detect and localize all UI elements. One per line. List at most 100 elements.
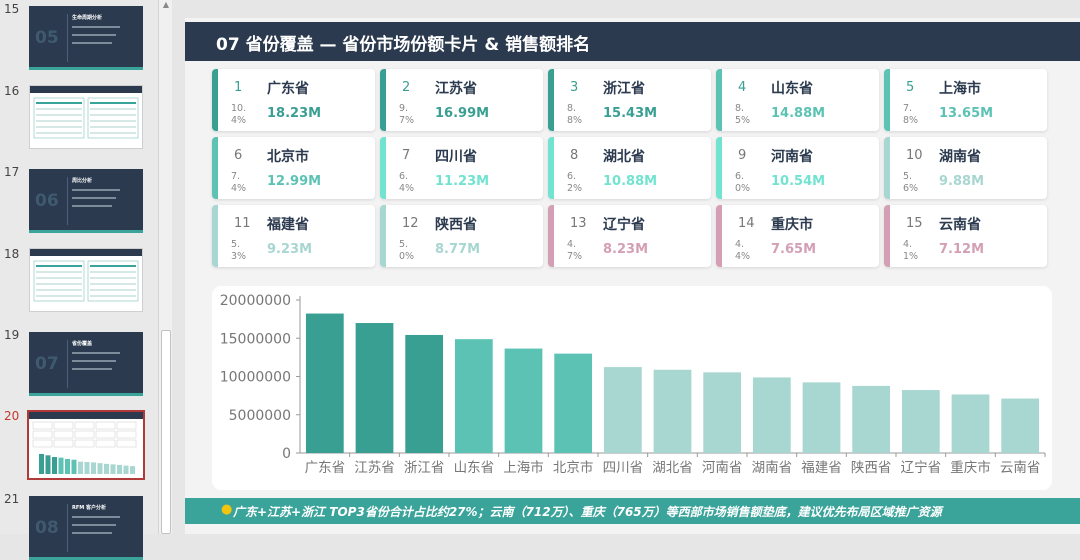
card-accent-bar: [380, 137, 386, 199]
chart-bar: [852, 385, 891, 453]
card-accent-bar: [212, 69, 218, 131]
thumbnail-bullet-line: [72, 532, 112, 534]
thumbnail-bullet-line: [72, 524, 116, 526]
card-sales-value: 8.77M: [435, 242, 481, 257]
province-card: 13 4.7% 辽宁省 8.23M: [548, 205, 711, 267]
province-card: 12 5.0% 陕西省 8.77M: [380, 205, 543, 267]
slide-number: 16: [4, 84, 20, 98]
card-rank: 12: [402, 216, 419, 231]
slide-thumbnail[interactable]: [27, 410, 145, 480]
card-accent-bar: [548, 137, 554, 199]
slide-thumbnail[interactable]: 07 省份覆盖: [29, 332, 143, 396]
x-tick-label: 陕西省: [851, 460, 892, 476]
card-rank: 2: [402, 80, 411, 95]
slide-number: 20: [4, 409, 20, 423]
card-share-percent: 7.4%: [231, 171, 247, 194]
insight-text: 广东+江苏+浙江 TOP3省份合计占比约27%；云南（712万）、重庆（765万…: [233, 505, 942, 519]
slide-thumbnail[interactable]: 06 周比分析: [29, 169, 143, 233]
thumbnail-divider: [67, 340, 68, 388]
card-share-percent: 7.8%: [903, 103, 919, 126]
card-share-percent: 8.5%: [735, 103, 751, 126]
province-card: 9 6.0% 河南省 10.54M: [716, 137, 879, 199]
thumbnail-bullet-line: [72, 205, 112, 207]
card-sales-value: 16.99M: [435, 106, 490, 121]
thumbnail-section-title: 生命周期分析: [72, 15, 103, 21]
card-rank: 8: [570, 148, 579, 163]
slide-canvas: 07 省份覆盖 — 省份市场份额卡片 & 销售额排名 1 10.4% 广东省 18.2…: [185, 18, 1080, 534]
slide-number: 19: [4, 328, 20, 342]
card-share-percent: 8.8%: [567, 103, 583, 126]
card-accent-bar: [884, 69, 890, 131]
card-share-percent: 4.1%: [903, 239, 919, 262]
thumbnail-bullet-line: [72, 368, 112, 370]
card-accent-bar: [884, 137, 890, 199]
card-share-percent: 5.3%: [231, 239, 247, 262]
slide-thumbnail[interactable]: [29, 248, 143, 312]
card-accent-bar: [380, 205, 386, 267]
y-tick-label: 15000000: [220, 331, 291, 347]
card-accent-bar: [380, 69, 386, 131]
thumbnail-header: [29, 412, 143, 419]
province-card: 6 7.4% 北京市 12.99M: [212, 137, 375, 199]
y-tick-label: 5000000: [229, 408, 291, 424]
card-rank: 10: [906, 148, 923, 163]
slide-title: 07 省份覆盖 — 省份市场份额卡片 & 销售额排名: [216, 35, 591, 55]
chart-bar: [405, 334, 444, 453]
thumbnail-header: [30, 249, 142, 256]
card-sales-value: 7.12M: [939, 242, 985, 257]
slide-thumbnail[interactable]: [29, 85, 143, 149]
x-tick-label: 河南省: [702, 460, 743, 476]
chart-bar: [653, 369, 692, 453]
province-card: 14 4.4% 重庆市 7.65M: [716, 205, 879, 267]
thumbnail-preview: [32, 421, 137, 474]
slide-thumbnail[interactable]: 05 生命周期分析: [29, 6, 143, 70]
thumbnail-header: [30, 86, 142, 93]
card-share-percent: 10.4%: [231, 103, 247, 126]
chart-bar: [454, 339, 493, 453]
thumbnail-bullet-line: [72, 189, 120, 191]
card-sales-value: 18.23M: [267, 106, 322, 121]
chart-bar: [504, 348, 543, 453]
thumbnail-section-number: 05: [35, 28, 59, 48]
card-province-name: 福建省: [267, 217, 309, 233]
chart-bar: [752, 377, 791, 453]
lightbulb-icon: ●: [221, 502, 233, 517]
card-rank: 7: [402, 148, 411, 163]
card-accent-bar: [716, 69, 722, 131]
y-tick-label: 20000000: [220, 293, 291, 309]
x-tick-label: 浙江省: [404, 460, 445, 476]
province-card: 7 6.4% 四川省 11.23M: [380, 137, 543, 199]
thumbnail-section-title: 省份覆盖: [72, 341, 93, 347]
x-tick-label: 北京市: [553, 459, 594, 476]
slide-number: 18: [4, 247, 20, 261]
slide-thumbnail[interactable]: 08 RFM 客户分析: [29, 496, 143, 560]
card-sales-value: 11.23M: [435, 174, 490, 189]
card-province-name: 重庆市: [771, 217, 813, 233]
thumbnail-divider: [67, 14, 68, 62]
chart-bar: [1001, 398, 1040, 453]
province-card: 10 5.6% 湖南省 9.88M: [884, 137, 1047, 199]
thumbnail-divider: [67, 177, 68, 225]
thumbnail-bullet-line: [72, 516, 120, 518]
x-tick-label: 湖北省: [652, 460, 693, 476]
card-sales-value: 9.88M: [939, 174, 985, 189]
chart-bar: [305, 313, 344, 453]
card-province-name: 北京市: [267, 149, 309, 165]
chart-bar: [703, 372, 742, 453]
thumbnail-scrollbar[interactable]: ▲: [158, 0, 172, 534]
card-rank: 1: [234, 80, 243, 95]
scrollbar-thumb[interactable]: [161, 330, 171, 534]
x-tick-label: 上海市: [503, 459, 544, 476]
province-card: 2 9.7% 江苏省 16.99M: [380, 69, 543, 131]
card-rank: 4: [738, 80, 747, 95]
x-tick-label: 重庆市: [950, 459, 991, 476]
card-accent-bar: [548, 69, 554, 131]
slide-number: 15: [4, 2, 20, 16]
card-sales-value: 14.88M: [771, 106, 826, 121]
card-province-name: 四川省: [435, 149, 477, 165]
scroll-up-arrow-icon[interactable]: ▲: [162, 0, 170, 9]
thumbnail-preview: [33, 97, 139, 139]
y-tick-label: 0: [282, 446, 291, 462]
x-tick-label: 四川省: [603, 460, 644, 476]
thumbnail-accent-bar: [29, 393, 143, 396]
